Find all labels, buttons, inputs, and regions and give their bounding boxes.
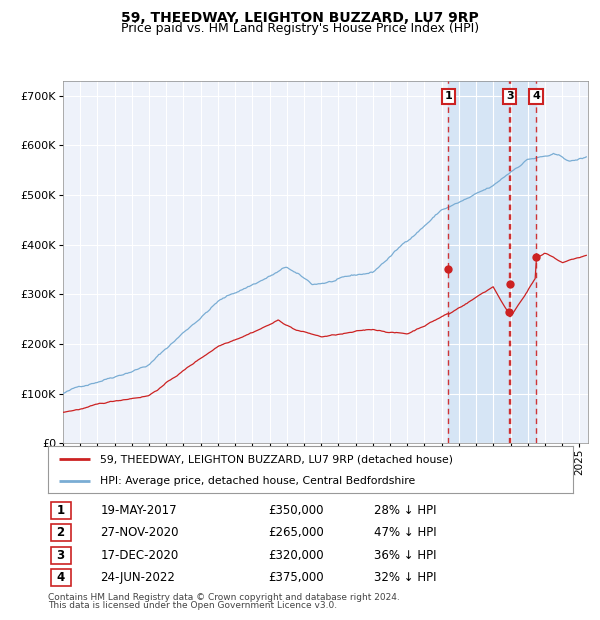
Text: Price paid vs. HM Land Registry's House Price Index (HPI): Price paid vs. HM Land Registry's House … xyxy=(121,22,479,35)
Bar xyxy=(510,81,536,443)
Text: 4: 4 xyxy=(56,571,65,584)
FancyBboxPatch shape xyxy=(50,502,71,519)
FancyBboxPatch shape xyxy=(50,569,71,586)
Bar xyxy=(448,81,509,443)
Text: 32% ↓ HPI: 32% ↓ HPI xyxy=(373,571,436,584)
Text: 27-NOV-2020: 27-NOV-2020 xyxy=(101,526,179,539)
Text: 47% ↓ HPI: 47% ↓ HPI xyxy=(373,526,436,539)
Text: 36% ↓ HPI: 36% ↓ HPI xyxy=(373,549,436,562)
Text: Contains HM Land Registry data © Crown copyright and database right 2024.: Contains HM Land Registry data © Crown c… xyxy=(48,593,400,601)
Text: This data is licensed under the Open Government Licence v3.0.: This data is licensed under the Open Gov… xyxy=(48,601,337,610)
Text: 59, THEEDWAY, LEIGHTON BUZZARD, LU7 9RP: 59, THEEDWAY, LEIGHTON BUZZARD, LU7 9RP xyxy=(121,11,479,25)
Text: 19-MAY-2017: 19-MAY-2017 xyxy=(101,504,177,517)
Text: 1: 1 xyxy=(445,92,452,102)
Text: 17-DEC-2020: 17-DEC-2020 xyxy=(101,549,179,562)
Text: 3: 3 xyxy=(506,92,514,102)
Text: 59, THEEDWAY, LEIGHTON BUZZARD, LU7 9RP (detached house): 59, THEEDWAY, LEIGHTON BUZZARD, LU7 9RP … xyxy=(101,454,454,464)
Text: 24-JUN-2022: 24-JUN-2022 xyxy=(101,571,175,584)
Text: 4: 4 xyxy=(532,92,540,102)
FancyBboxPatch shape xyxy=(50,525,71,541)
Text: HPI: Average price, detached house, Central Bedfordshire: HPI: Average price, detached house, Cent… xyxy=(101,476,416,486)
Text: £320,000: £320,000 xyxy=(269,549,324,562)
Text: 2: 2 xyxy=(56,526,65,539)
Text: 28% ↓ HPI: 28% ↓ HPI xyxy=(373,504,436,517)
Text: £350,000: £350,000 xyxy=(269,504,324,517)
Text: £265,000: £265,000 xyxy=(269,526,324,539)
Text: 1: 1 xyxy=(56,504,65,517)
Text: 3: 3 xyxy=(56,549,65,562)
FancyBboxPatch shape xyxy=(50,547,71,564)
Text: £375,000: £375,000 xyxy=(269,571,324,584)
